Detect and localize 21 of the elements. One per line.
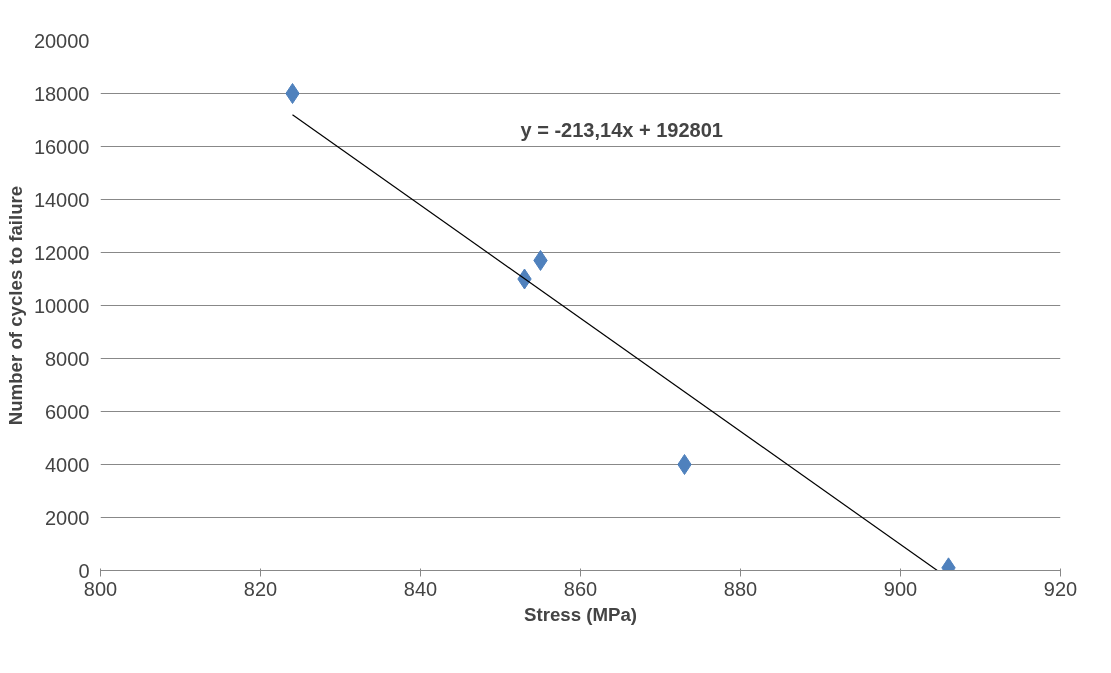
y-tick-label: 16000 xyxy=(33,135,90,158)
x-tick-label: 900 xyxy=(883,577,918,600)
y-tick-label: 2000 xyxy=(45,506,90,529)
x-tick-label: 860 xyxy=(563,577,598,600)
annotation: y = -213,14x + 192801 xyxy=(520,118,723,141)
y-tick-label: 8000 xyxy=(45,347,90,370)
x-tick-label: 920 xyxy=(1043,577,1078,600)
y-axis-title: Number of cycles to failure xyxy=(4,185,26,426)
x-tick-label: 880 xyxy=(723,577,758,600)
y-tick-label: 18000 xyxy=(33,82,90,105)
y-tick-label: 4000 xyxy=(45,453,90,476)
x-axis-title: Stress (MPa) xyxy=(523,603,638,625)
y-tick-label: 14000 xyxy=(33,188,90,211)
x-tick-label: 840 xyxy=(403,577,438,600)
y-tick-label: 20000 xyxy=(33,29,90,52)
point xyxy=(677,454,692,475)
y-tick-label: 10000 xyxy=(33,294,90,317)
point xyxy=(285,83,300,104)
y-tick-label: 6000 xyxy=(45,400,90,423)
y-tick-label: 12000 xyxy=(33,241,90,264)
x-tick-label: 820 xyxy=(243,577,278,600)
